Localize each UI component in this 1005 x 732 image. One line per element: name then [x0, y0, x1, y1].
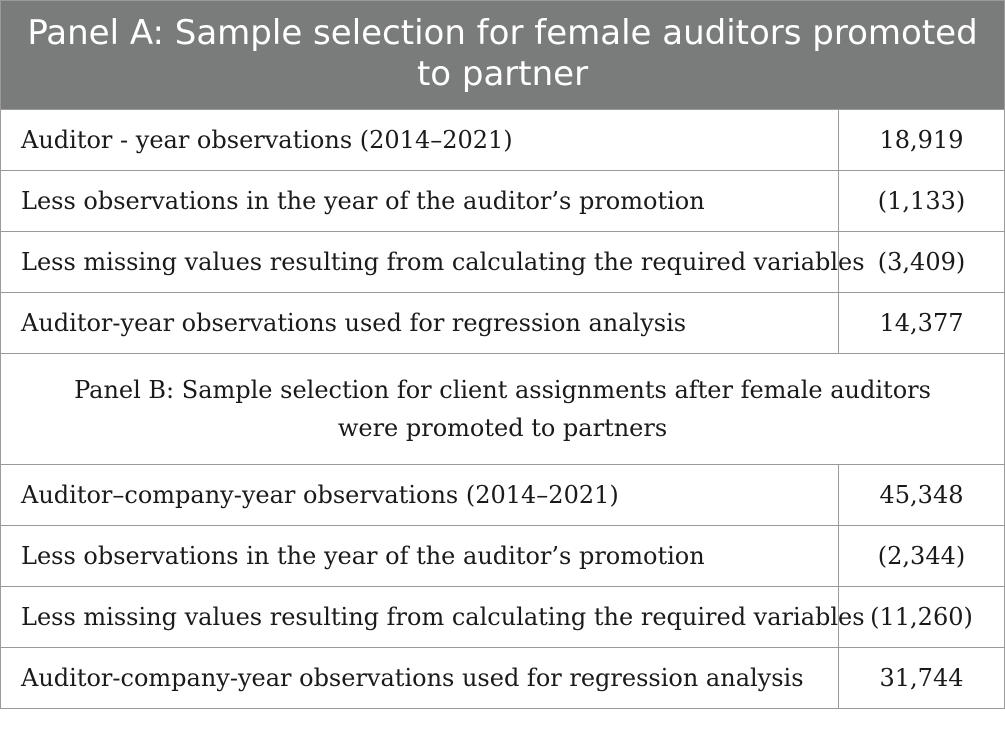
- row-value: 14,377: [838, 292, 1005, 354]
- row-label: Auditor - year observations (2014–2021): [0, 109, 839, 171]
- row-value: 31,744: [838, 647, 1005, 709]
- table-row: Less missing values resulting from calcu…: [0, 231, 1005, 293]
- row-value: (2,344): [838, 525, 1005, 587]
- row-label: Less missing values resulting from calcu…: [0, 586, 865, 648]
- row-label: Auditor–company-year observations (2014–…: [0, 464, 839, 526]
- table-row: Less missing values resulting from calcu…: [0, 586, 1005, 648]
- panel-b-title: Panel B: Sample selection for client ass…: [0, 353, 1005, 465]
- table-row: Less observations in the year of the aud…: [0, 525, 1005, 587]
- table-row: Auditor - year observations (2014–2021) …: [0, 109, 1005, 171]
- row-label: Less missing values resulting from calcu…: [0, 231, 865, 293]
- panel-a-header-row: Panel A: Sample selection for female aud…: [0, 0, 1005, 110]
- row-value: (11,260): [838, 586, 1005, 648]
- row-value: 18,919: [838, 109, 1005, 171]
- table-row: Auditor-year observations used for regre…: [0, 292, 1005, 354]
- table-row: Less observations in the year of the aud…: [0, 170, 1005, 232]
- row-label: Auditor-year observations used for regre…: [0, 292, 839, 354]
- row-value: (3,409): [838, 231, 1005, 293]
- sample-selection-table: Panel A: Sample selection for female aud…: [0, 0, 1005, 709]
- sample-selection-table-container: Panel A: Sample selection for female aud…: [0, 0, 1005, 709]
- row-value: (1,133): [838, 170, 1005, 232]
- row-label: Less observations in the year of the aud…: [0, 170, 839, 232]
- panel-b-header-row: Panel B: Sample selection for client ass…: [0, 353, 1005, 465]
- table-row: Auditor–company-year observations (2014–…: [0, 464, 1005, 526]
- row-label: Less observations in the year of the aud…: [0, 525, 839, 587]
- table-row: Auditor-company-year observations used f…: [0, 647, 1005, 709]
- row-label: Auditor-company-year observations used f…: [0, 647, 839, 709]
- row-value: 45,348: [838, 464, 1005, 526]
- panel-a-title: Panel A: Sample selection for female aud…: [0, 0, 1005, 110]
